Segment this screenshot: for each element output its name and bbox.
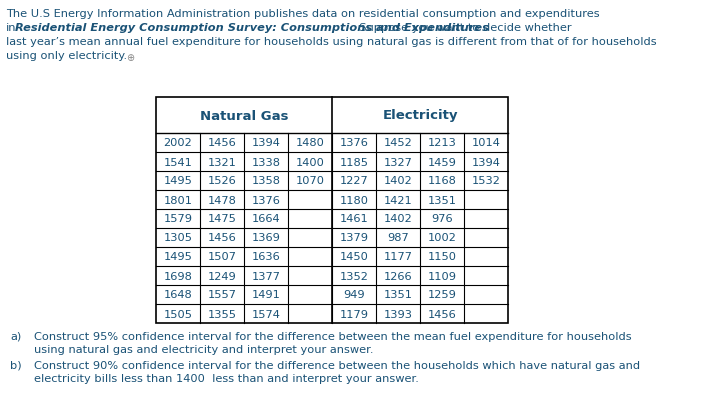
Text: Natural Gas: Natural Gas [200, 109, 288, 122]
Text: 1478: 1478 [208, 195, 236, 205]
Text: 2002: 2002 [164, 138, 192, 148]
Text: 1557: 1557 [207, 290, 236, 300]
Text: 1495: 1495 [164, 252, 192, 262]
Text: 1505: 1505 [164, 309, 192, 319]
Text: 976: 976 [431, 214, 453, 224]
Text: 1150: 1150 [427, 252, 456, 262]
Text: 1014: 1014 [471, 138, 501, 148]
Text: using natural gas and electricity and interpret your answer.: using natural gas and electricity and in… [34, 344, 374, 354]
Text: 1421: 1421 [384, 195, 412, 205]
Text: 1456: 1456 [428, 309, 456, 319]
Text: 1801: 1801 [164, 195, 192, 205]
Text: 1227: 1227 [340, 176, 368, 186]
Text: 1070: 1070 [295, 176, 325, 186]
Text: ⊕: ⊕ [126, 53, 134, 63]
Text: 1109: 1109 [427, 271, 456, 281]
Text: Residential Energy Consumption Survey: Consumptions and Expenditures: Residential Energy Consumption Survey: C… [15, 23, 489, 33]
Text: 1177: 1177 [384, 252, 412, 262]
Text: 1358: 1358 [251, 176, 281, 186]
Text: b): b) [10, 360, 21, 370]
Text: 1351: 1351 [427, 195, 456, 205]
Text: 1266: 1266 [384, 271, 412, 281]
Text: 1249: 1249 [208, 271, 236, 281]
Text: 987: 987 [387, 233, 409, 243]
Text: 1394: 1394 [471, 157, 501, 167]
Text: 1480: 1480 [295, 138, 325, 148]
Text: 1393: 1393 [384, 309, 412, 319]
Text: 1532: 1532 [471, 176, 501, 186]
Text: 1541: 1541 [164, 157, 192, 167]
Text: a): a) [10, 331, 21, 341]
Text: 1394: 1394 [251, 138, 281, 148]
Text: 1185: 1185 [340, 157, 369, 167]
Text: 1526: 1526 [208, 176, 236, 186]
Bar [156, 98, 508, 323]
Text: Construct 95% confidence interval for the difference between the mean fuel expen: Construct 95% confidence interval for th… [34, 331, 632, 341]
Text: 1179: 1179 [340, 309, 369, 319]
Text: 1376: 1376 [340, 138, 368, 148]
Text: in: in [6, 23, 16, 33]
Text: using only electricity.: using only electricity. [6, 51, 127, 61]
Text: 1377: 1377 [251, 271, 281, 281]
Text: electricity bills less than 1400  less than and interpret your answer.: electricity bills less than 1400 less th… [34, 373, 419, 383]
Text: 1664: 1664 [251, 214, 281, 224]
Text: 1475: 1475 [208, 214, 236, 224]
Text: 1305: 1305 [164, 233, 192, 243]
Text: 1402: 1402 [384, 176, 412, 186]
Text: last year’s mean annual fuel expenditure for households using natural gas is dif: last year’s mean annual fuel expenditure… [6, 37, 656, 47]
Text: 1461: 1461 [340, 214, 368, 224]
Text: 949: 949 [343, 290, 365, 300]
Text: Electricity: Electricity [382, 109, 458, 122]
Text: 1379: 1379 [340, 233, 369, 243]
Text: . Suppose you want to decide whether: . Suppose you want to decide whether [352, 23, 572, 33]
Text: The U.S Energy Information Administration publishes data on residential consumpt: The U.S Energy Information Administratio… [6, 9, 600, 19]
Text: 1459: 1459 [428, 157, 456, 167]
Text: 1579: 1579 [164, 214, 192, 224]
Text: 1351: 1351 [384, 290, 412, 300]
Text: 1321: 1321 [208, 157, 236, 167]
Text: 1698: 1698 [164, 271, 192, 281]
Text: 1456: 1456 [208, 233, 236, 243]
Text: 1507: 1507 [207, 252, 236, 262]
Text: 1456: 1456 [208, 138, 236, 148]
Text: 1376: 1376 [251, 195, 281, 205]
Text: 1002: 1002 [428, 233, 456, 243]
Text: 1338: 1338 [251, 157, 281, 167]
Text: 1495: 1495 [164, 176, 192, 186]
Text: 1648: 1648 [164, 290, 192, 300]
Text: 1259: 1259 [428, 290, 456, 300]
Text: 1491: 1491 [251, 290, 281, 300]
Text: 1369: 1369 [251, 233, 281, 243]
Text: 1168: 1168 [428, 176, 456, 186]
Text: 1400: 1400 [295, 157, 325, 167]
Text: 1355: 1355 [207, 309, 236, 319]
Text: 1402: 1402 [384, 214, 412, 224]
Text: 1636: 1636 [251, 252, 281, 262]
Text: 1452: 1452 [384, 138, 412, 148]
Text: 1180: 1180 [340, 195, 369, 205]
Text: 1450: 1450 [340, 252, 368, 262]
Text: 1327: 1327 [384, 157, 412, 167]
Text: 1574: 1574 [251, 309, 281, 319]
Text: Construct 90% confidence interval for the difference between the households whic: Construct 90% confidence interval for th… [34, 360, 640, 370]
Text: 1213: 1213 [428, 138, 456, 148]
Text: 1352: 1352 [340, 271, 368, 281]
